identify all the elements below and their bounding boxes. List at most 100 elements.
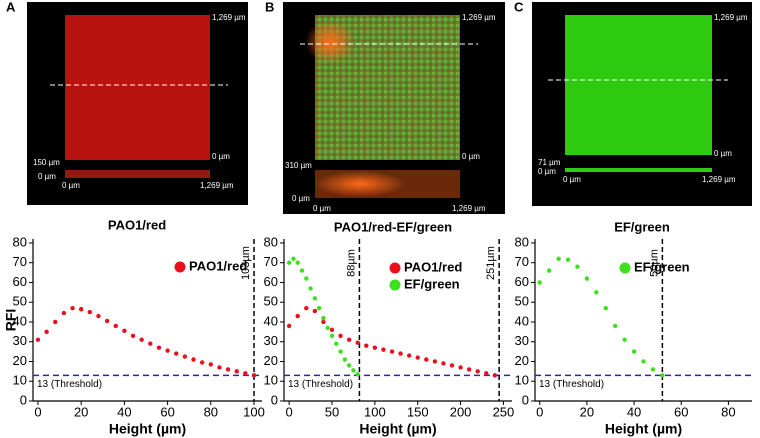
data-point — [199, 360, 205, 365]
y-axis-label: RFI — [3, 309, 19, 332]
data-point — [484, 371, 489, 376]
data-point — [594, 290, 599, 295]
data-point — [174, 351, 179, 356]
threshold-label: 13 (Threshold) — [288, 379, 353, 390]
legend-marker — [389, 262, 401, 274]
image-label: 0 µm — [313, 204, 331, 213]
data-point — [165, 348, 170, 353]
data-point — [334, 341, 339, 346]
data-point — [122, 328, 127, 334]
image-label: 1,269 µm — [452, 204, 486, 213]
data-point — [342, 357, 348, 362]
y-tick-label: 80 — [264, 234, 278, 249]
data-point — [660, 373, 665, 378]
data-point — [575, 264, 580, 269]
legend-marker — [389, 279, 401, 291]
data-point — [156, 345, 162, 350]
panel-label: C — [514, 0, 524, 14]
image-label: 0 µm — [462, 152, 480, 161]
image-label: 0 µm — [62, 181, 80, 190]
panel-a-image — [27, 2, 248, 205]
legend-marker — [174, 261, 186, 273]
image-label: 0 µm — [38, 172, 56, 181]
x-tick-label: 0 — [286, 404, 293, 419]
cutoff-label: 103µm — [240, 246, 252, 280]
data-point — [398, 351, 403, 356]
data-point — [584, 276, 590, 281]
data-point — [351, 368, 356, 373]
legend-label: PAO1/red — [404, 259, 462, 274]
data-point — [650, 367, 656, 372]
x-tick-label: 20 — [74, 404, 88, 419]
data-point — [243, 371, 248, 376]
data-point — [364, 343, 369, 348]
threshold-label: 13 (Threshold) — [539, 379, 604, 390]
x-tick-label: 250 — [493, 404, 515, 419]
x-tick-label: 40 — [627, 404, 641, 419]
data-point — [182, 354, 188, 359]
data-point — [449, 363, 455, 368]
y-tick-label: 10 — [515, 373, 529, 388]
data-point — [217, 365, 222, 370]
data-point — [329, 327, 335, 333]
data-point — [441, 361, 446, 366]
data-point — [641, 359, 646, 364]
data-point — [631, 349, 637, 354]
data-point — [53, 319, 58, 325]
data-point — [251, 373, 257, 378]
y-tick-label: 50 — [515, 294, 529, 309]
cutoff-label: 50µm — [648, 249, 660, 277]
legend-label: EF/green — [634, 259, 690, 274]
y-tick-label: 80 — [13, 234, 27, 249]
data-point — [325, 325, 330, 331]
image-label: 0 µm — [212, 152, 230, 161]
legend-label: EF/green — [404, 276, 460, 291]
data-point — [321, 315, 326, 321]
data-point — [424, 357, 429, 362]
data-point — [295, 313, 300, 319]
image-label: 310 µm — [285, 161, 312, 170]
data-point — [104, 318, 110, 324]
y-tick-label: 20 — [13, 353, 27, 368]
data-point — [381, 347, 386, 352]
image-label: 0 µm — [714, 149, 732, 158]
image-label: 1,269 µm — [200, 181, 234, 190]
image-label: 0 µm — [538, 167, 556, 176]
data-point — [191, 357, 196, 362]
threshold-label: 13 (Threshold) — [37, 379, 102, 390]
x-tick-label: 80 — [204, 404, 218, 419]
data-point — [208, 362, 213, 367]
y-tick-label: 80 — [515, 234, 529, 249]
cutoff-label: 88µm — [345, 249, 357, 277]
x-axis-label: Height (µm) — [359, 421, 436, 437]
panel-c-image — [532, 2, 752, 206]
data-point — [432, 359, 438, 364]
y-tick-label: 70 — [264, 254, 278, 269]
data-point — [304, 276, 309, 281]
data-point — [295, 260, 300, 265]
data-point — [312, 308, 318, 314]
data-point — [286, 323, 292, 329]
legend-marker — [619, 262, 631, 274]
image-label: 150 µm — [33, 158, 60, 167]
data-point — [286, 260, 292, 265]
data-point — [406, 353, 412, 358]
caption: PAO1/red — [108, 217, 166, 232]
data-point — [70, 305, 75, 311]
image-label: 0 µm — [292, 194, 310, 203]
data-point — [355, 372, 360, 377]
data-point — [389, 349, 395, 354]
data-point — [299, 268, 305, 273]
data-point — [139, 337, 144, 342]
cutoff-label: 251µm — [485, 246, 497, 280]
x-tick-label: 60 — [674, 404, 688, 419]
y-tick-label: 40 — [264, 313, 278, 328]
y-tick-label: 70 — [515, 254, 529, 269]
y-tick-label: 20 — [515, 353, 529, 368]
data-point — [304, 305, 309, 311]
y-tick-label: 60 — [264, 274, 278, 289]
data-point — [113, 323, 118, 329]
data-point — [338, 333, 343, 339]
data-point — [130, 333, 136, 339]
image-label: 1,269 µm — [702, 175, 736, 184]
